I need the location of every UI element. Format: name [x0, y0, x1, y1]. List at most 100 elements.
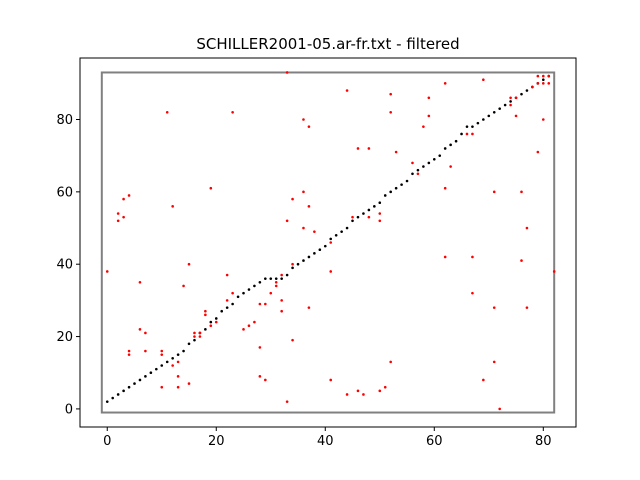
- data-point: [503, 103, 507, 107]
- data-point: [492, 190, 496, 194]
- data-point: [144, 331, 147, 335]
- data-point: [329, 270, 333, 273]
- data-point: [449, 165, 452, 168]
- data-point: [291, 338, 294, 342]
- data-point: [176, 353, 180, 356]
- data-point: [520, 92, 523, 96]
- data-point: [193, 331, 196, 335]
- data-point: [274, 280, 278, 284]
- data-point: [509, 103, 512, 107]
- data-point: [362, 393, 365, 396]
- data-point: [187, 342, 191, 346]
- data-point: [367, 147, 371, 150]
- data-point: [198, 335, 202, 338]
- data-point: [383, 385, 387, 389]
- data-point: [482, 378, 485, 382]
- data-point: [214, 320, 218, 324]
- data-point: [165, 110, 169, 114]
- data-point: [318, 248, 322, 252]
- data-point: [138, 280, 142, 284]
- y-tick-label: 80: [56, 113, 73, 128]
- data-point: [258, 280, 262, 284]
- data-point: [454, 139, 458, 143]
- data-point: [285, 273, 289, 277]
- data-point: [329, 241, 333, 244]
- data-point: [236, 295, 240, 299]
- data-point: [138, 328, 142, 331]
- data-point: [351, 215, 354, 219]
- data-point: [460, 132, 463, 136]
- data-point: [482, 118, 485, 121]
- data-point: [329, 378, 333, 382]
- data-point: [182, 349, 185, 353]
- data-point: [465, 125, 469, 129]
- data-point: [378, 389, 382, 393]
- data-point: [209, 324, 213, 328]
- data-point: [471, 255, 474, 259]
- data-point: [514, 96, 518, 100]
- data-point: [105, 400, 109, 403]
- data-point: [482, 78, 485, 82]
- data-point: [487, 114, 491, 118]
- data-point: [443, 82, 447, 85]
- data-point: [258, 302, 262, 306]
- data-point: [378, 219, 382, 223]
- data-point: [492, 110, 496, 114]
- data-point: [432, 157, 436, 161]
- data-point: [345, 89, 349, 92]
- data-point: [302, 226, 305, 230]
- data-point: [389, 92, 392, 96]
- data-point: [165, 360, 169, 364]
- data-point: [356, 215, 360, 219]
- data-point: [149, 371, 153, 375]
- data-point: [514, 114, 518, 118]
- data-point: [411, 161, 414, 165]
- data-point: [160, 353, 164, 356]
- data-point: [400, 183, 403, 186]
- data-point: [187, 262, 191, 266]
- data-point: [182, 284, 185, 288]
- data-point: [209, 320, 213, 324]
- data-point: [525, 89, 529, 92]
- data-point: [193, 338, 196, 342]
- data-point: [231, 110, 234, 114]
- data-point: [362, 212, 365, 215]
- data-point: [302, 190, 305, 194]
- data-point: [144, 349, 147, 353]
- data-point: [204, 309, 207, 313]
- data-point: [525, 226, 529, 230]
- data-point: [209, 186, 213, 190]
- data-point: [443, 147, 447, 150]
- data-point: [264, 378, 267, 382]
- data-point: [411, 172, 414, 176]
- data-point: [285, 71, 289, 74]
- data-point: [307, 255, 311, 259]
- data-point: [291, 197, 294, 201]
- data-point: [269, 291, 273, 295]
- data-point: [438, 154, 442, 157]
- data-point: [345, 226, 349, 230]
- data-point: [155, 367, 158, 371]
- data-point: [122, 389, 125, 393]
- data-point: [127, 349, 131, 353]
- data-point: [389, 110, 392, 114]
- data-point: [340, 230, 343, 233]
- data-point: [541, 74, 545, 78]
- data-point: [367, 208, 371, 212]
- data-point: [225, 306, 229, 309]
- data-point: [552, 270, 556, 273]
- data-point: [264, 277, 267, 280]
- data-point: [264, 302, 267, 306]
- data-point: [307, 306, 311, 309]
- y-tick-label: 0: [65, 402, 73, 417]
- data-point: [274, 277, 278, 280]
- data-point: [547, 74, 551, 78]
- data-point: [269, 277, 273, 280]
- data-point: [416, 168, 420, 172]
- data-point: [509, 96, 512, 100]
- data-point: [389, 360, 392, 364]
- data-point: [492, 360, 496, 364]
- data-point: [176, 385, 180, 389]
- data-point: [176, 360, 180, 364]
